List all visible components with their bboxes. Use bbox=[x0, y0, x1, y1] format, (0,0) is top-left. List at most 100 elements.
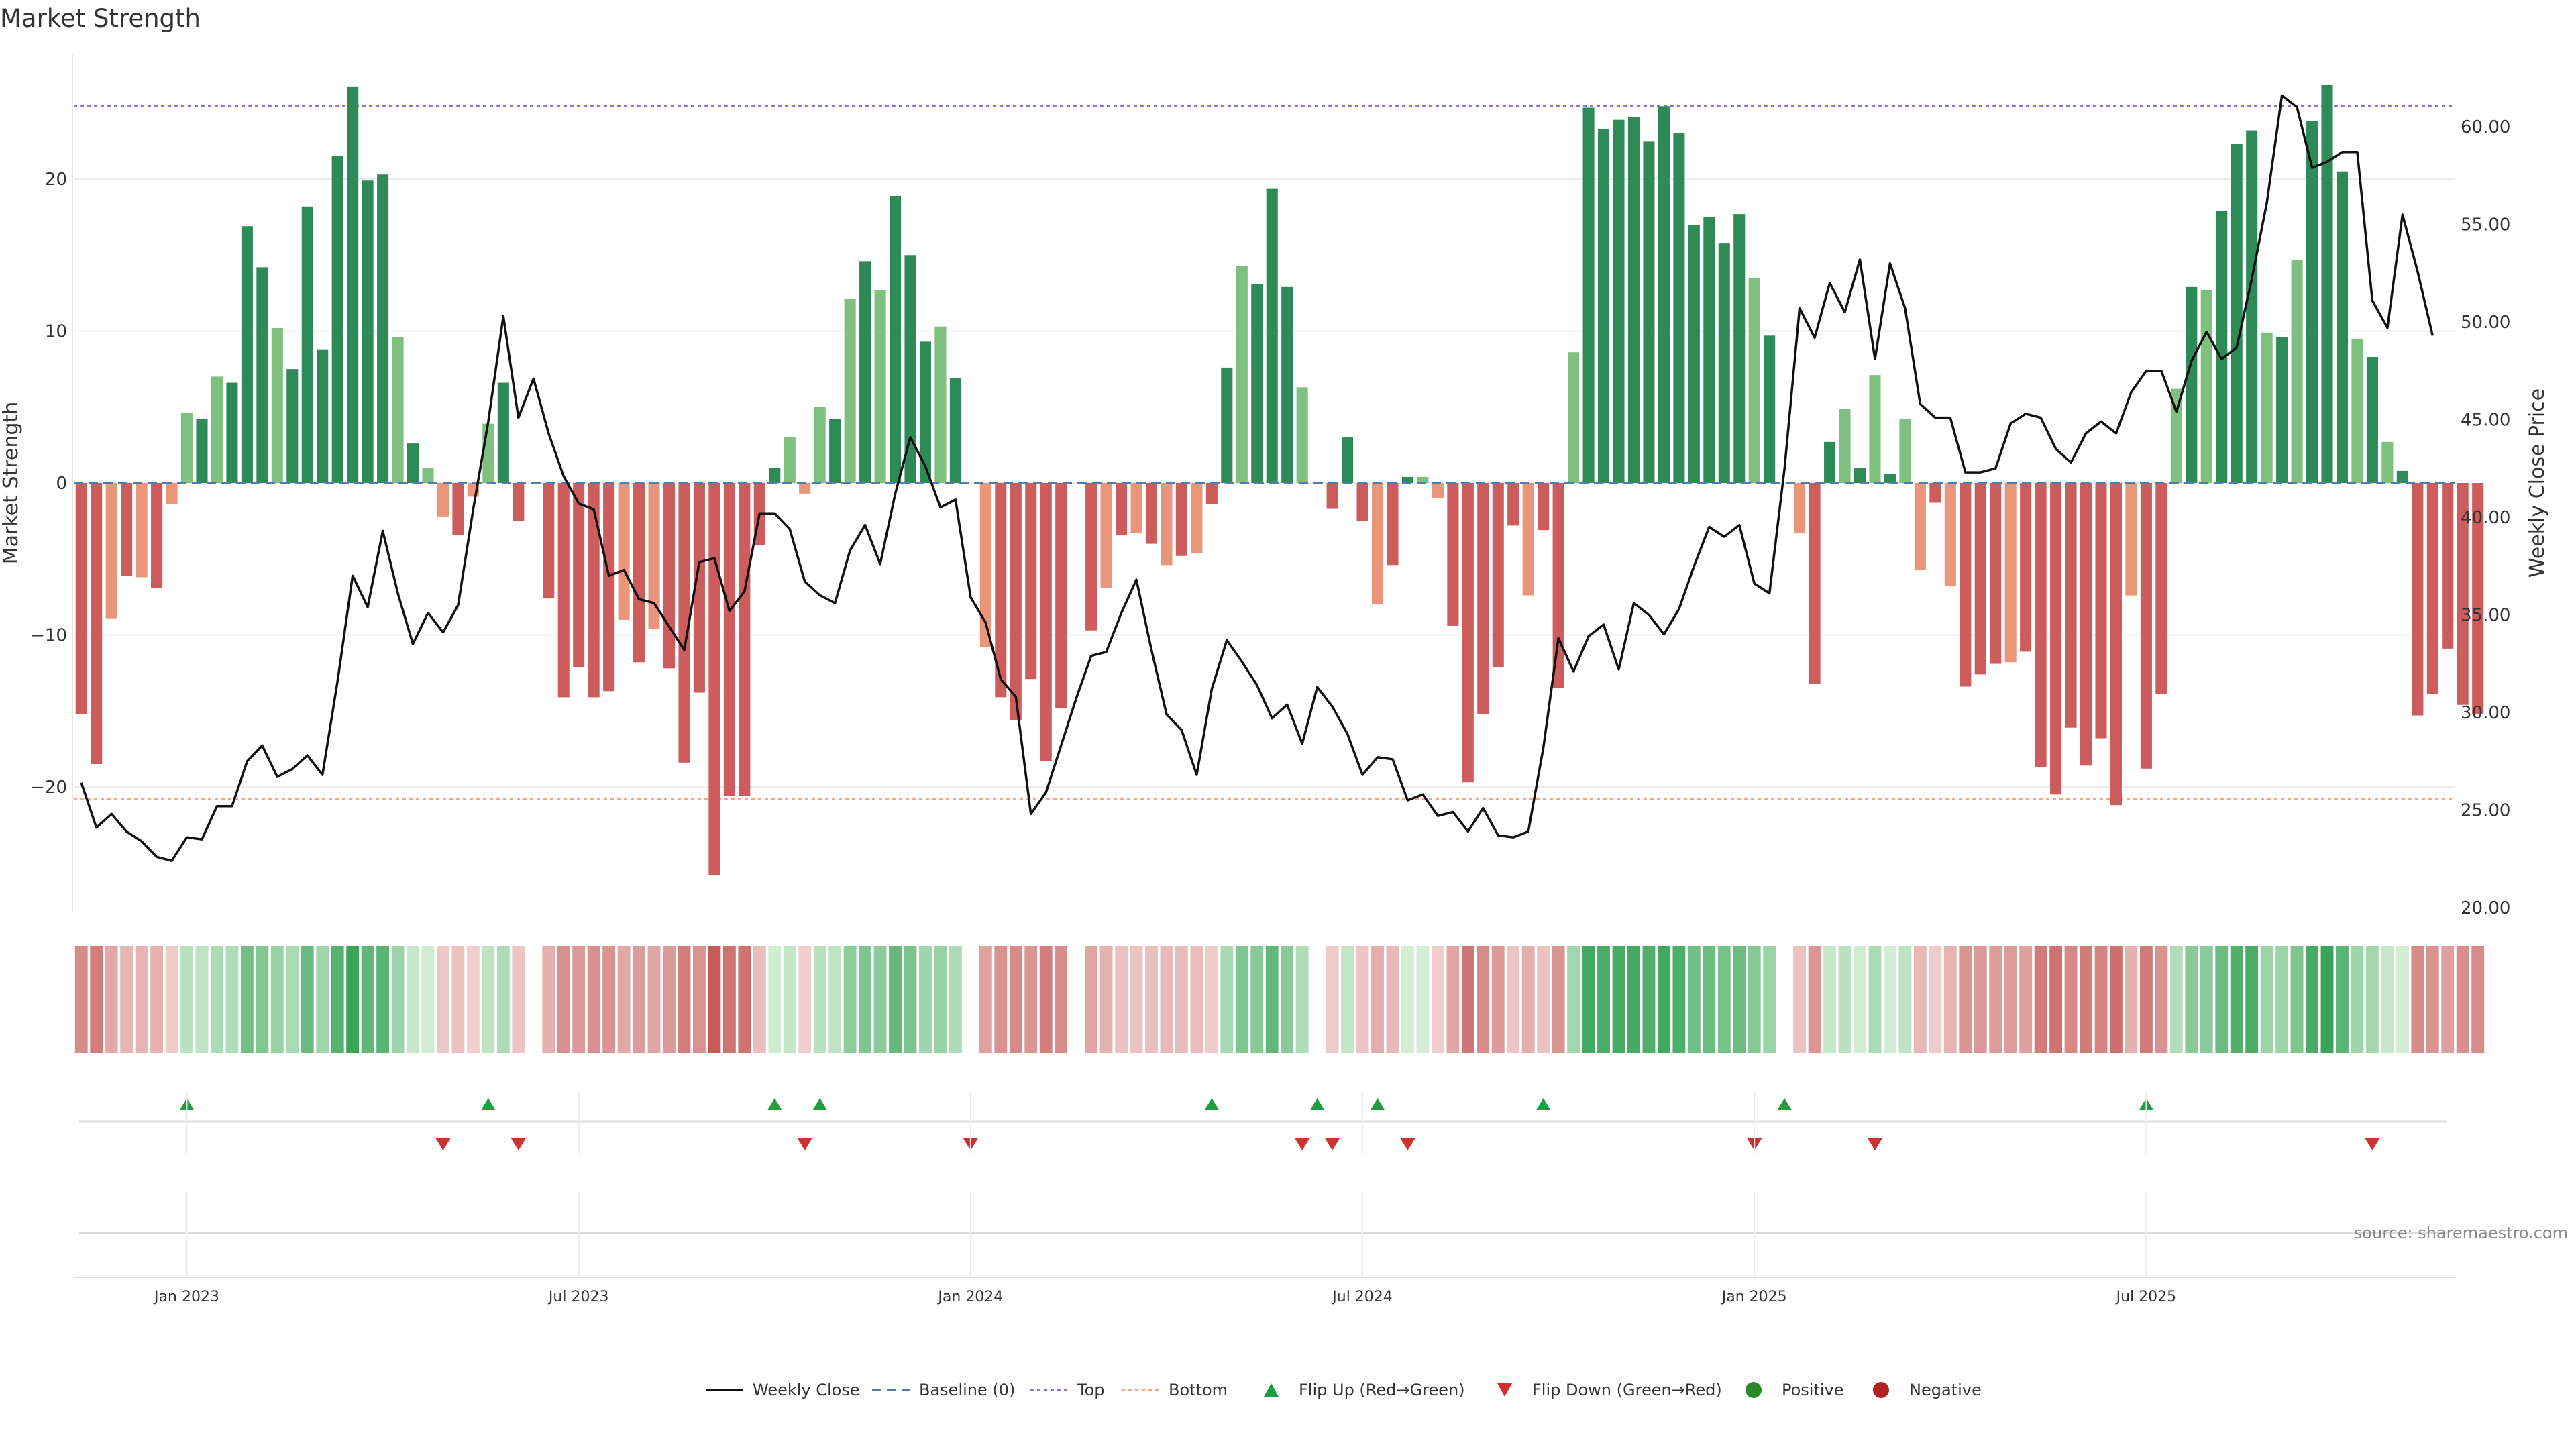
strength-bar bbox=[693, 483, 705, 693]
heat-cell bbox=[768, 946, 782, 1053]
strength-bar bbox=[392, 337, 404, 483]
strength-bar bbox=[573, 483, 585, 667]
strength-bar bbox=[1387, 483, 1399, 566]
strength-bar bbox=[814, 407, 826, 483]
heat-cell bbox=[1055, 946, 1068, 1053]
heat-cell bbox=[722, 946, 736, 1053]
heat-cell bbox=[647, 946, 661, 1053]
heat-cell bbox=[2200, 946, 2213, 1053]
y-right-tick-label: 35.00 bbox=[2461, 606, 2510, 626]
legend: Weekly Close Baseline (0) Top Bottom Flip Up… bbox=[706, 1381, 1982, 1399]
heat-cell bbox=[1401, 946, 1414, 1053]
flip-up-marker bbox=[1777, 1098, 1792, 1110]
strength-bar bbox=[663, 483, 676, 669]
strength-bar bbox=[2125, 483, 2137, 596]
heat-cell bbox=[1808, 946, 1821, 1053]
heat-cell bbox=[663, 946, 676, 1053]
flip-down-marker bbox=[2365, 1138, 2380, 1150]
strength-bar bbox=[1974, 483, 1986, 675]
strength-bar bbox=[1538, 483, 1550, 531]
strength-bar bbox=[1492, 483, 1504, 667]
heat-cell bbox=[437, 946, 449, 1053]
strength-bar bbox=[2080, 483, 2092, 766]
flip-up-marker bbox=[1309, 1098, 1325, 1110]
strength-bar bbox=[2200, 290, 2212, 483]
heat-cell bbox=[2365, 946, 2379, 1053]
heat-cell bbox=[1642, 946, 1656, 1053]
legend-label: Flip Up (Red→Green) bbox=[1299, 1381, 1465, 1399]
y-right-tick-label: 55.00 bbox=[2461, 215, 2510, 235]
strength-bar bbox=[331, 156, 343, 483]
strength-bar bbox=[1582, 107, 1595, 484]
heat-cell bbox=[2245, 946, 2259, 1053]
y-right-tick-label: 30.00 bbox=[2461, 703, 2510, 723]
heat-cell bbox=[1461, 946, 1474, 1053]
heat-cell bbox=[1130, 946, 1143, 1053]
strength-bar bbox=[557, 483, 570, 698]
heat-cell bbox=[2215, 946, 2229, 1053]
heat-cell bbox=[843, 946, 857, 1053]
heat-cell bbox=[2275, 946, 2289, 1053]
strength-bar bbox=[1839, 409, 1851, 483]
legend-swatch-flip-up bbox=[1264, 1383, 1279, 1397]
strength-bar bbox=[723, 483, 735, 796]
heat-cell bbox=[1085, 946, 1098, 1053]
y-right-tick-label: 40.00 bbox=[2461, 508, 2510, 528]
heat-cell bbox=[527, 946, 540, 1053]
x-tick-label: Jan 2023 bbox=[153, 1289, 219, 1305]
heat-cell bbox=[1371, 946, 1384, 1053]
y-right-tick-label: 25.00 bbox=[2461, 801, 2510, 821]
strength-bar bbox=[2381, 441, 2394, 483]
heat-cell bbox=[1235, 946, 1248, 1053]
legend-label: Baseline (0) bbox=[919, 1381, 1015, 1399]
strength-bar bbox=[2336, 171, 2349, 484]
heat-cell bbox=[2320, 946, 2334, 1053]
heat-cell bbox=[979, 946, 992, 1053]
heat-cell bbox=[120, 946, 133, 1053]
strength-bar bbox=[1145, 483, 1158, 544]
legend-label: Positive bbox=[1782, 1381, 1844, 1399]
heat-cell bbox=[798, 946, 812, 1053]
y-left-tick-label: −20 bbox=[30, 777, 67, 798]
x-axis: Jan 2023 Jul 2023 Jan 2024 Jul 2024 Jan 2025… bbox=[74, 1091, 2455, 1305]
y-left-tick-label: −10 bbox=[30, 626, 67, 646]
strength-bar bbox=[1552, 483, 1564, 688]
heat-cell bbox=[240, 946, 254, 1053]
strength-bar bbox=[1025, 483, 1037, 680]
heat-cell bbox=[1416, 946, 1430, 1053]
strength-bar bbox=[1673, 133, 1685, 484]
heat-cell bbox=[678, 946, 691, 1053]
weekly-close-line bbox=[80, 94, 2434, 862]
flip-up-marker bbox=[1370, 1098, 1385, 1110]
heat-cell bbox=[1793, 946, 1807, 1053]
legend-item: Positive bbox=[1746, 1381, 1844, 1399]
strength-bar bbox=[889, 195, 902, 483]
heat-cell bbox=[557, 946, 570, 1053]
heat-cell bbox=[1868, 946, 1882, 1053]
heat-cell bbox=[105, 946, 118, 1053]
strength-bar bbox=[979, 483, 991, 647]
legend-swatch-positive bbox=[1746, 1382, 1762, 1398]
strength-bar bbox=[1417, 476, 1429, 483]
strength-bar bbox=[1929, 483, 1941, 503]
heat-cell bbox=[708, 946, 721, 1053]
strength-bar bbox=[2426, 483, 2438, 694]
strength-bar bbox=[347, 86, 359, 483]
heat-cell bbox=[964, 946, 977, 1053]
heat-cell bbox=[286, 946, 299, 1053]
heat-cell bbox=[2471, 946, 2485, 1053]
strength-bar bbox=[784, 437, 796, 483]
legend-item: Flip Up (Red→Green) bbox=[1264, 1381, 1465, 1399]
chart-title: Market Strength bbox=[0, 4, 201, 33]
strength-bar bbox=[2065, 483, 2077, 728]
strength-bar bbox=[2216, 211, 2228, 483]
strength-bar bbox=[1627, 117, 1640, 483]
heat-cell bbox=[904, 946, 917, 1053]
strength-bar bbox=[105, 483, 117, 619]
heat-cell bbox=[2441, 946, 2455, 1053]
strength-bar bbox=[362, 180, 374, 483]
strength-bars bbox=[74, 85, 2484, 875]
legend-label: Top bbox=[1077, 1381, 1105, 1399]
heat-cell bbox=[1477, 946, 1490, 1053]
strength-bar bbox=[1266, 188, 1278, 483]
